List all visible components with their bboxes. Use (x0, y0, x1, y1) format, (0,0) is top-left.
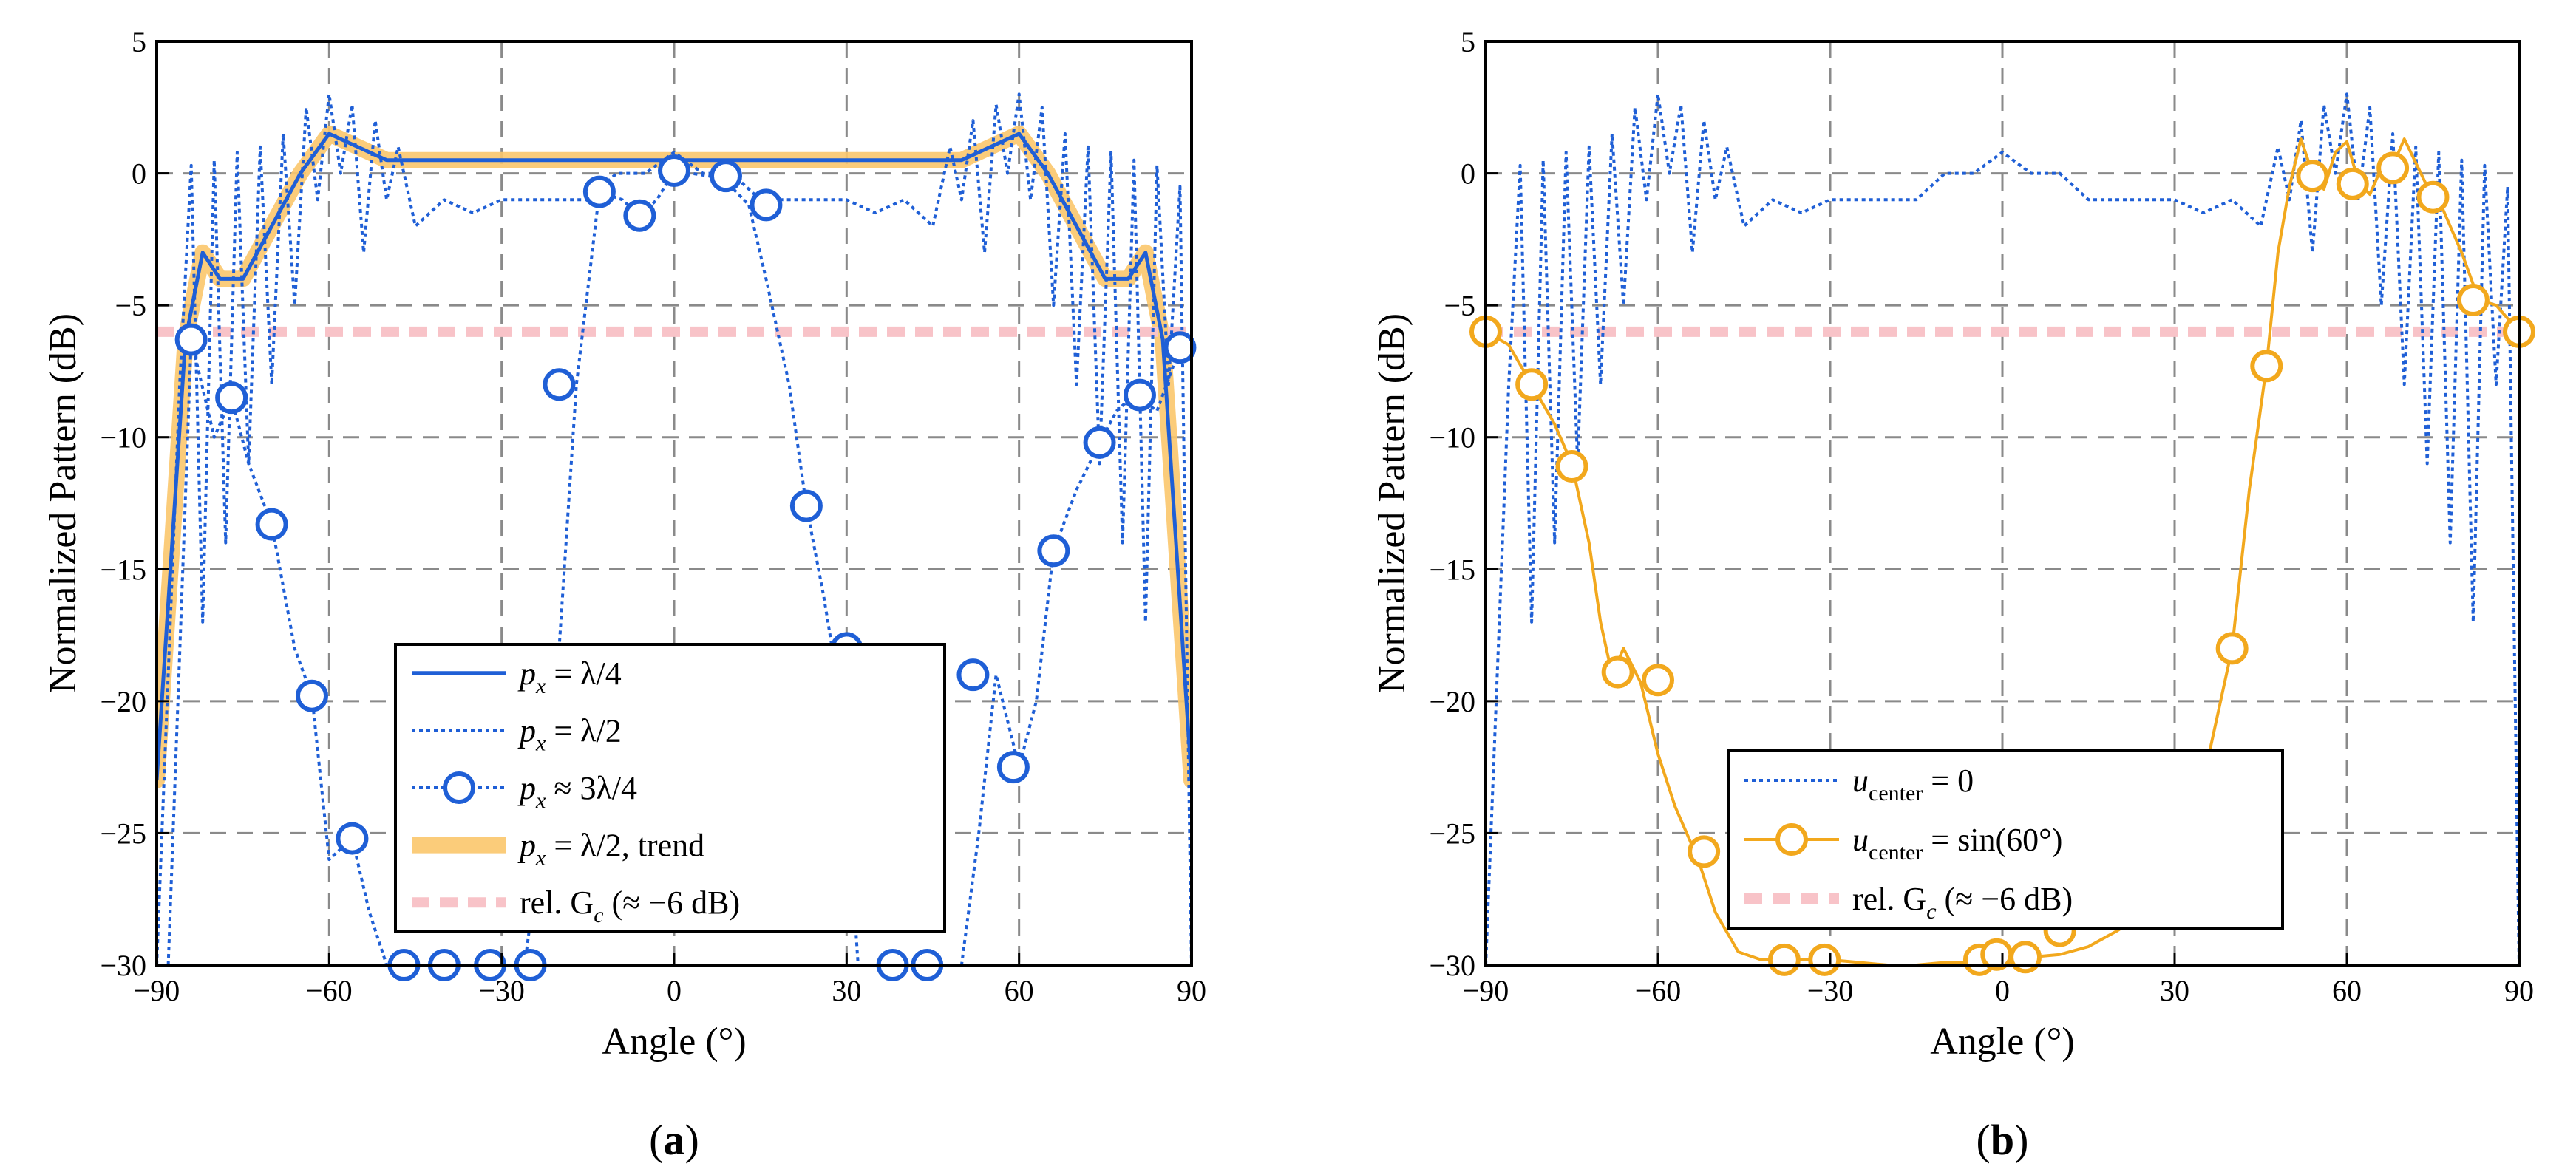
legend-entry: rel. Gc (≈ −6 dB) (520, 885, 740, 927)
legend-marker (1775, 823, 1808, 856)
y-tick-label: −25 (1429, 817, 1475, 850)
series-marker (658, 154, 690, 187)
y-tick-label: 5 (1461, 25, 1475, 58)
x-tick-label: 90 (1177, 974, 1206, 1007)
x-tick-label: −90 (134, 974, 180, 1007)
series-marker (1642, 664, 1674, 697)
x-tick-label: −30 (478, 974, 525, 1007)
legend: px = λ/4 px = λ/2 px ≈ 3λ/4 px = λ/2, trend… (394, 643, 946, 933)
legend-entry: px = λ/2 (517, 712, 622, 755)
series-marker (710, 160, 742, 193)
x-tick-label: 60 (1005, 974, 1034, 1007)
x-tick-label: −30 (1807, 974, 1854, 1007)
series-marker (750, 188, 783, 222)
series-marker (956, 658, 990, 692)
y-tick-label: 5 (132, 25, 146, 58)
series-marker (1601, 655, 1634, 689)
y-tick-label: −20 (1429, 685, 1475, 718)
y-tick-label: −30 (1429, 949, 1475, 982)
series-marker (296, 679, 328, 712)
x-tick-label: 0 (667, 974, 682, 1007)
x-tick-label: −60 (1635, 974, 1682, 1007)
series-marker (336, 822, 369, 855)
series-marker (2250, 350, 2283, 383)
x-tick-label: 90 (2504, 974, 2534, 1007)
x-tick-label: −60 (306, 974, 353, 1007)
legend-entry: px ≈ 3λ/4 (517, 770, 637, 813)
legend-entry: px = λ/4 (517, 655, 622, 698)
legend: ucenter = 0 ucenter = sin(60°) rel. Gc (≈ … (1727, 749, 2284, 930)
series-marker (174, 323, 208, 356)
x-tick-label: 30 (2160, 974, 2189, 1007)
panel-caption: (a) (649, 1116, 699, 1164)
y-axis-label: Normalized Pattern (dB) (1371, 313, 1413, 693)
series-line-1 (157, 92, 1192, 965)
series-marker (1808, 943, 1841, 976)
x-axis-label: Angle (°) (602, 1021, 747, 1063)
series-marker (1767, 943, 1801, 976)
legend-entry: ucenter = 0 (1852, 763, 1974, 805)
series-marker (582, 175, 616, 208)
series-marker (1555, 450, 1588, 483)
x-tick-label: 60 (2332, 974, 2362, 1007)
series-marker (623, 199, 656, 232)
series-marker (2416, 180, 2450, 214)
series-marker (2009, 941, 2042, 974)
series-marker (2456, 284, 2490, 316)
y-tick-label: −30 (100, 949, 146, 982)
x-tick-label: 30 (832, 974, 861, 1007)
y-tick-label: 0 (1461, 157, 1475, 191)
chart-panel-a: −90 −60 −30 0 30 60 90 −30 −25 −20 −15 −10 −5 0 5 Angle… (42, 25, 1206, 1164)
y-tick-label: −15 (100, 553, 146, 586)
series-marker (2296, 160, 2329, 193)
panel-caption: (b) (1977, 1116, 2029, 1164)
series-marker (2215, 632, 2249, 665)
y-tick-label: 0 (132, 157, 146, 191)
x-tick-label: −90 (1463, 974, 1509, 1007)
legend-entry: rel. Gc (≈ −6 dB) (1852, 881, 2073, 924)
series-line-0 (1486, 92, 2519, 965)
y-tick-label: −10 (1429, 421, 1475, 454)
y-tick-label: −5 (115, 289, 146, 322)
y-tick-label: −15 (1429, 553, 1475, 586)
series-marker (996, 751, 1030, 784)
series-marker (255, 508, 288, 541)
series-marker (1124, 378, 1156, 412)
y-tick-label: −20 (100, 685, 146, 718)
series-marker (215, 381, 248, 415)
y-axis-label: Normalized Pattern (dB) (42, 313, 84, 693)
legend-entry: ucenter = sin(60°) (1852, 822, 2062, 865)
series-marker (1515, 368, 1549, 401)
y-tick-label: −5 (1444, 289, 1475, 322)
y-tick-label: −25 (100, 817, 146, 850)
series-marker (789, 489, 823, 522)
series-marker (543, 368, 576, 401)
x-axis-label: Angle (°) (1930, 1021, 2075, 1063)
series-marker (1037, 534, 1070, 568)
x-tick-label: 0 (1995, 974, 2010, 1007)
series-marker (1083, 426, 1116, 459)
legend-entry: px = λ/2, trend (517, 828, 704, 871)
chart-panel-b: −90 −60 −30 0 30 60 90 −30 −25 −20 −15 −10 −5 0 5 Angle… (1371, 25, 2535, 1164)
series-marker (1163, 331, 1197, 364)
series-marker (2376, 151, 2410, 185)
series-marker (2336, 167, 2369, 200)
legend-marker (443, 771, 475, 804)
y-tick-label: −10 (100, 421, 146, 454)
series-marker (1688, 835, 1721, 868)
